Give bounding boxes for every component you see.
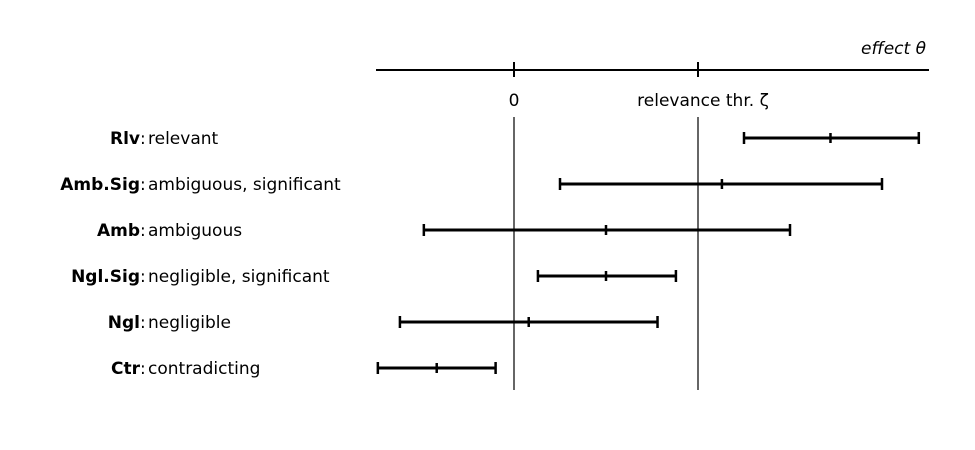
category-abbr: Rlv [110,129,140,149]
label-colon: : [140,221,146,241]
label-colon: : [140,175,146,195]
category-abbr: Ctr [111,359,141,379]
category-description: negligible, significant [148,267,330,287]
category-description: ambiguous [148,221,242,241]
category-description: relevant [148,129,219,149]
row-ngl: Ngl: negligible [108,313,659,333]
category-description: contradicting [148,359,260,379]
category-abbr: Amb [97,221,140,241]
row-rlv: Rlv: relevant [110,129,921,149]
category-abbr: Ngl [108,313,140,333]
label-colon: : [140,267,146,287]
row-amb: Amb: ambiguous [97,221,792,241]
category-abbr: Ngl.Sig [71,267,140,287]
relevance-threshold-label: relevance thr. ζ [637,91,769,111]
label-colon: : [140,313,146,333]
category-description: ambiguous, significant [148,175,341,195]
effect-axis-label: effect θ [861,39,927,59]
row-amb-sig: Amb.Sig: ambiguous, significant [60,175,884,195]
category-description: negligible [148,313,231,333]
row-ngl-sig: Ngl.Sig: negligible, significant [71,267,678,287]
zero-tick-label: 0 [509,91,520,111]
label-colon: : [140,359,146,379]
row-ctr: Ctr: contradicting [111,359,497,379]
label-colon: : [140,129,146,149]
category-abbr: Amb.Sig [60,175,140,195]
